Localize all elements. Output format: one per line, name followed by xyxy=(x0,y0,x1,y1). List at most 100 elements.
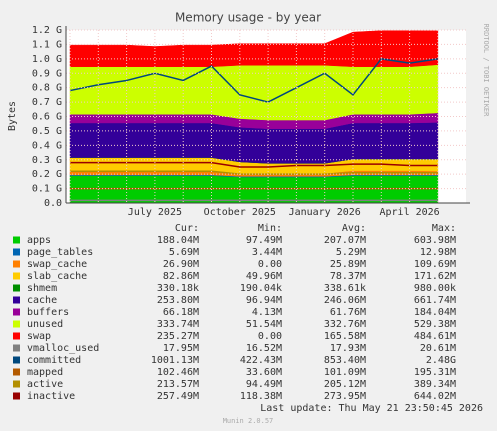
stat-value: 17.95M xyxy=(163,343,199,354)
stat-value: 389.34M xyxy=(414,379,456,390)
legend-label: swap xyxy=(27,331,51,342)
y-tick-label: 0.1 G xyxy=(32,184,62,195)
y-tick-label: 1.2 G xyxy=(32,25,62,36)
stat-value: 246.06M xyxy=(324,295,366,306)
x-tick-label: January 2026 xyxy=(289,207,361,218)
legend-swatch xyxy=(13,260,20,268)
stat-value: 195.31M xyxy=(414,367,456,378)
stat-value: 82.86M xyxy=(163,271,199,282)
marks xyxy=(69,30,439,204)
stat-value: 12.98M xyxy=(420,247,456,258)
stat-value: 118.38M xyxy=(240,391,282,402)
stat-value: 102.46M xyxy=(157,367,199,378)
stat-value: 26.90M xyxy=(163,259,199,270)
legend-label: swap_cache xyxy=(27,259,87,270)
legend-label: shmem xyxy=(27,283,57,294)
stat-value: 205.12M xyxy=(324,379,366,390)
stat-value: 96.94M xyxy=(246,295,282,306)
legend-label: committed xyxy=(27,355,81,366)
x-tick-label: April 2026 xyxy=(379,207,439,218)
stat-value: 661.74M xyxy=(414,295,456,306)
stats-header: Avg: xyxy=(342,223,366,234)
stat-value: 49.96M xyxy=(246,271,282,282)
y-axis-label: Bytes xyxy=(7,101,18,131)
x-tick-label: October 2025 xyxy=(204,207,276,218)
stat-value: 25.89M xyxy=(330,259,366,270)
legend-swatch xyxy=(13,296,20,304)
stat-value: 980.00k xyxy=(414,283,456,294)
y-tick-label: 0.7 G xyxy=(32,97,62,108)
stat-value: 529.38M xyxy=(414,319,456,330)
stats-header: Cur: xyxy=(175,223,199,234)
legend-swatch xyxy=(13,320,20,328)
legend-label: buffers xyxy=(27,307,69,318)
stat-value: 0.00 xyxy=(258,331,282,342)
stat-value: 5.69M xyxy=(169,247,199,258)
stat-value: 484.61M xyxy=(414,331,456,342)
stat-value: 5.29M xyxy=(336,247,366,258)
stat-value: 253.80M xyxy=(157,295,199,306)
y-tick-label: 0.3 G xyxy=(32,155,62,166)
stat-value: 257.49M xyxy=(157,391,199,402)
stat-value: 0.00 xyxy=(258,259,282,270)
legend-label: unused xyxy=(27,319,63,330)
stat-value: 109.69M xyxy=(414,259,456,270)
stat-value: 171.62M xyxy=(414,271,456,282)
line xyxy=(69,58,439,103)
stat-value: 853.40M xyxy=(324,355,366,366)
y-tick-label: 0.2 G xyxy=(32,169,62,180)
stat-value: 338.61k xyxy=(324,283,366,294)
x-tick-label: July 2025 xyxy=(128,207,182,218)
y-tick-label: 0.5 G xyxy=(32,126,62,137)
area xyxy=(69,30,439,67)
legend-swatch xyxy=(13,284,20,292)
stat-value: 213.57M xyxy=(157,379,199,390)
stat-value: 333.74M xyxy=(157,319,199,330)
area xyxy=(69,64,439,121)
legend-label: page_tables xyxy=(27,247,93,258)
legend-swatch xyxy=(13,308,20,316)
legend-label: apps xyxy=(27,235,51,246)
y-tick-label: 0.0 xyxy=(44,198,62,209)
legend-swatch xyxy=(13,368,20,376)
last-update: Last update: Thu May 21 23:50:45 2026 xyxy=(260,403,483,414)
stat-value: 188.04M xyxy=(157,235,199,246)
legend-swatch xyxy=(13,392,20,400)
stat-value: 101.09M xyxy=(324,367,366,378)
stat-value: 330.18k xyxy=(157,283,199,294)
stat-value: 94.49M xyxy=(246,379,282,390)
stat-value: 273.95M xyxy=(324,391,366,402)
stat-value: 20.61M xyxy=(420,343,456,354)
legend-label: vmalloc_used xyxy=(27,343,99,354)
line xyxy=(70,170,438,175)
stat-value: 235.27M xyxy=(157,331,199,342)
area xyxy=(69,122,439,164)
y-tick-label: 1.1 G xyxy=(32,39,62,50)
stat-value: 332.76M xyxy=(324,319,366,330)
stat-value: 165.58M xyxy=(324,331,366,342)
stat-value: 2.48G xyxy=(426,355,456,366)
legend-swatch xyxy=(13,344,20,352)
stat-value: 16.52M xyxy=(246,343,282,354)
stat-value: 184.04M xyxy=(414,307,456,318)
stat-value: 603.98M xyxy=(414,235,456,246)
stat-value: 4.13M xyxy=(252,307,282,318)
watermark: RRDTOOL / TOBI OETIKER xyxy=(482,24,490,118)
legend-swatch xyxy=(13,236,20,244)
legend-swatch xyxy=(13,380,20,388)
grid xyxy=(66,29,466,204)
stat-value: 66.18M xyxy=(163,307,199,318)
y-tick-label: 0.6 G xyxy=(32,112,62,123)
stat-value: 61.76M xyxy=(330,307,366,318)
stat-value: 78.37M xyxy=(330,271,366,282)
stat-value: 422.43M xyxy=(240,355,282,366)
legend-swatch xyxy=(13,248,20,256)
line xyxy=(70,161,438,168)
stat-value: 97.49M xyxy=(246,235,282,246)
legend-swatch xyxy=(13,356,20,364)
y-tick-label: 0.9 G xyxy=(32,68,62,79)
stat-value: 207.07M xyxy=(324,235,366,246)
stats-header: Max: xyxy=(432,223,456,234)
legend-label: cache xyxy=(27,295,57,306)
